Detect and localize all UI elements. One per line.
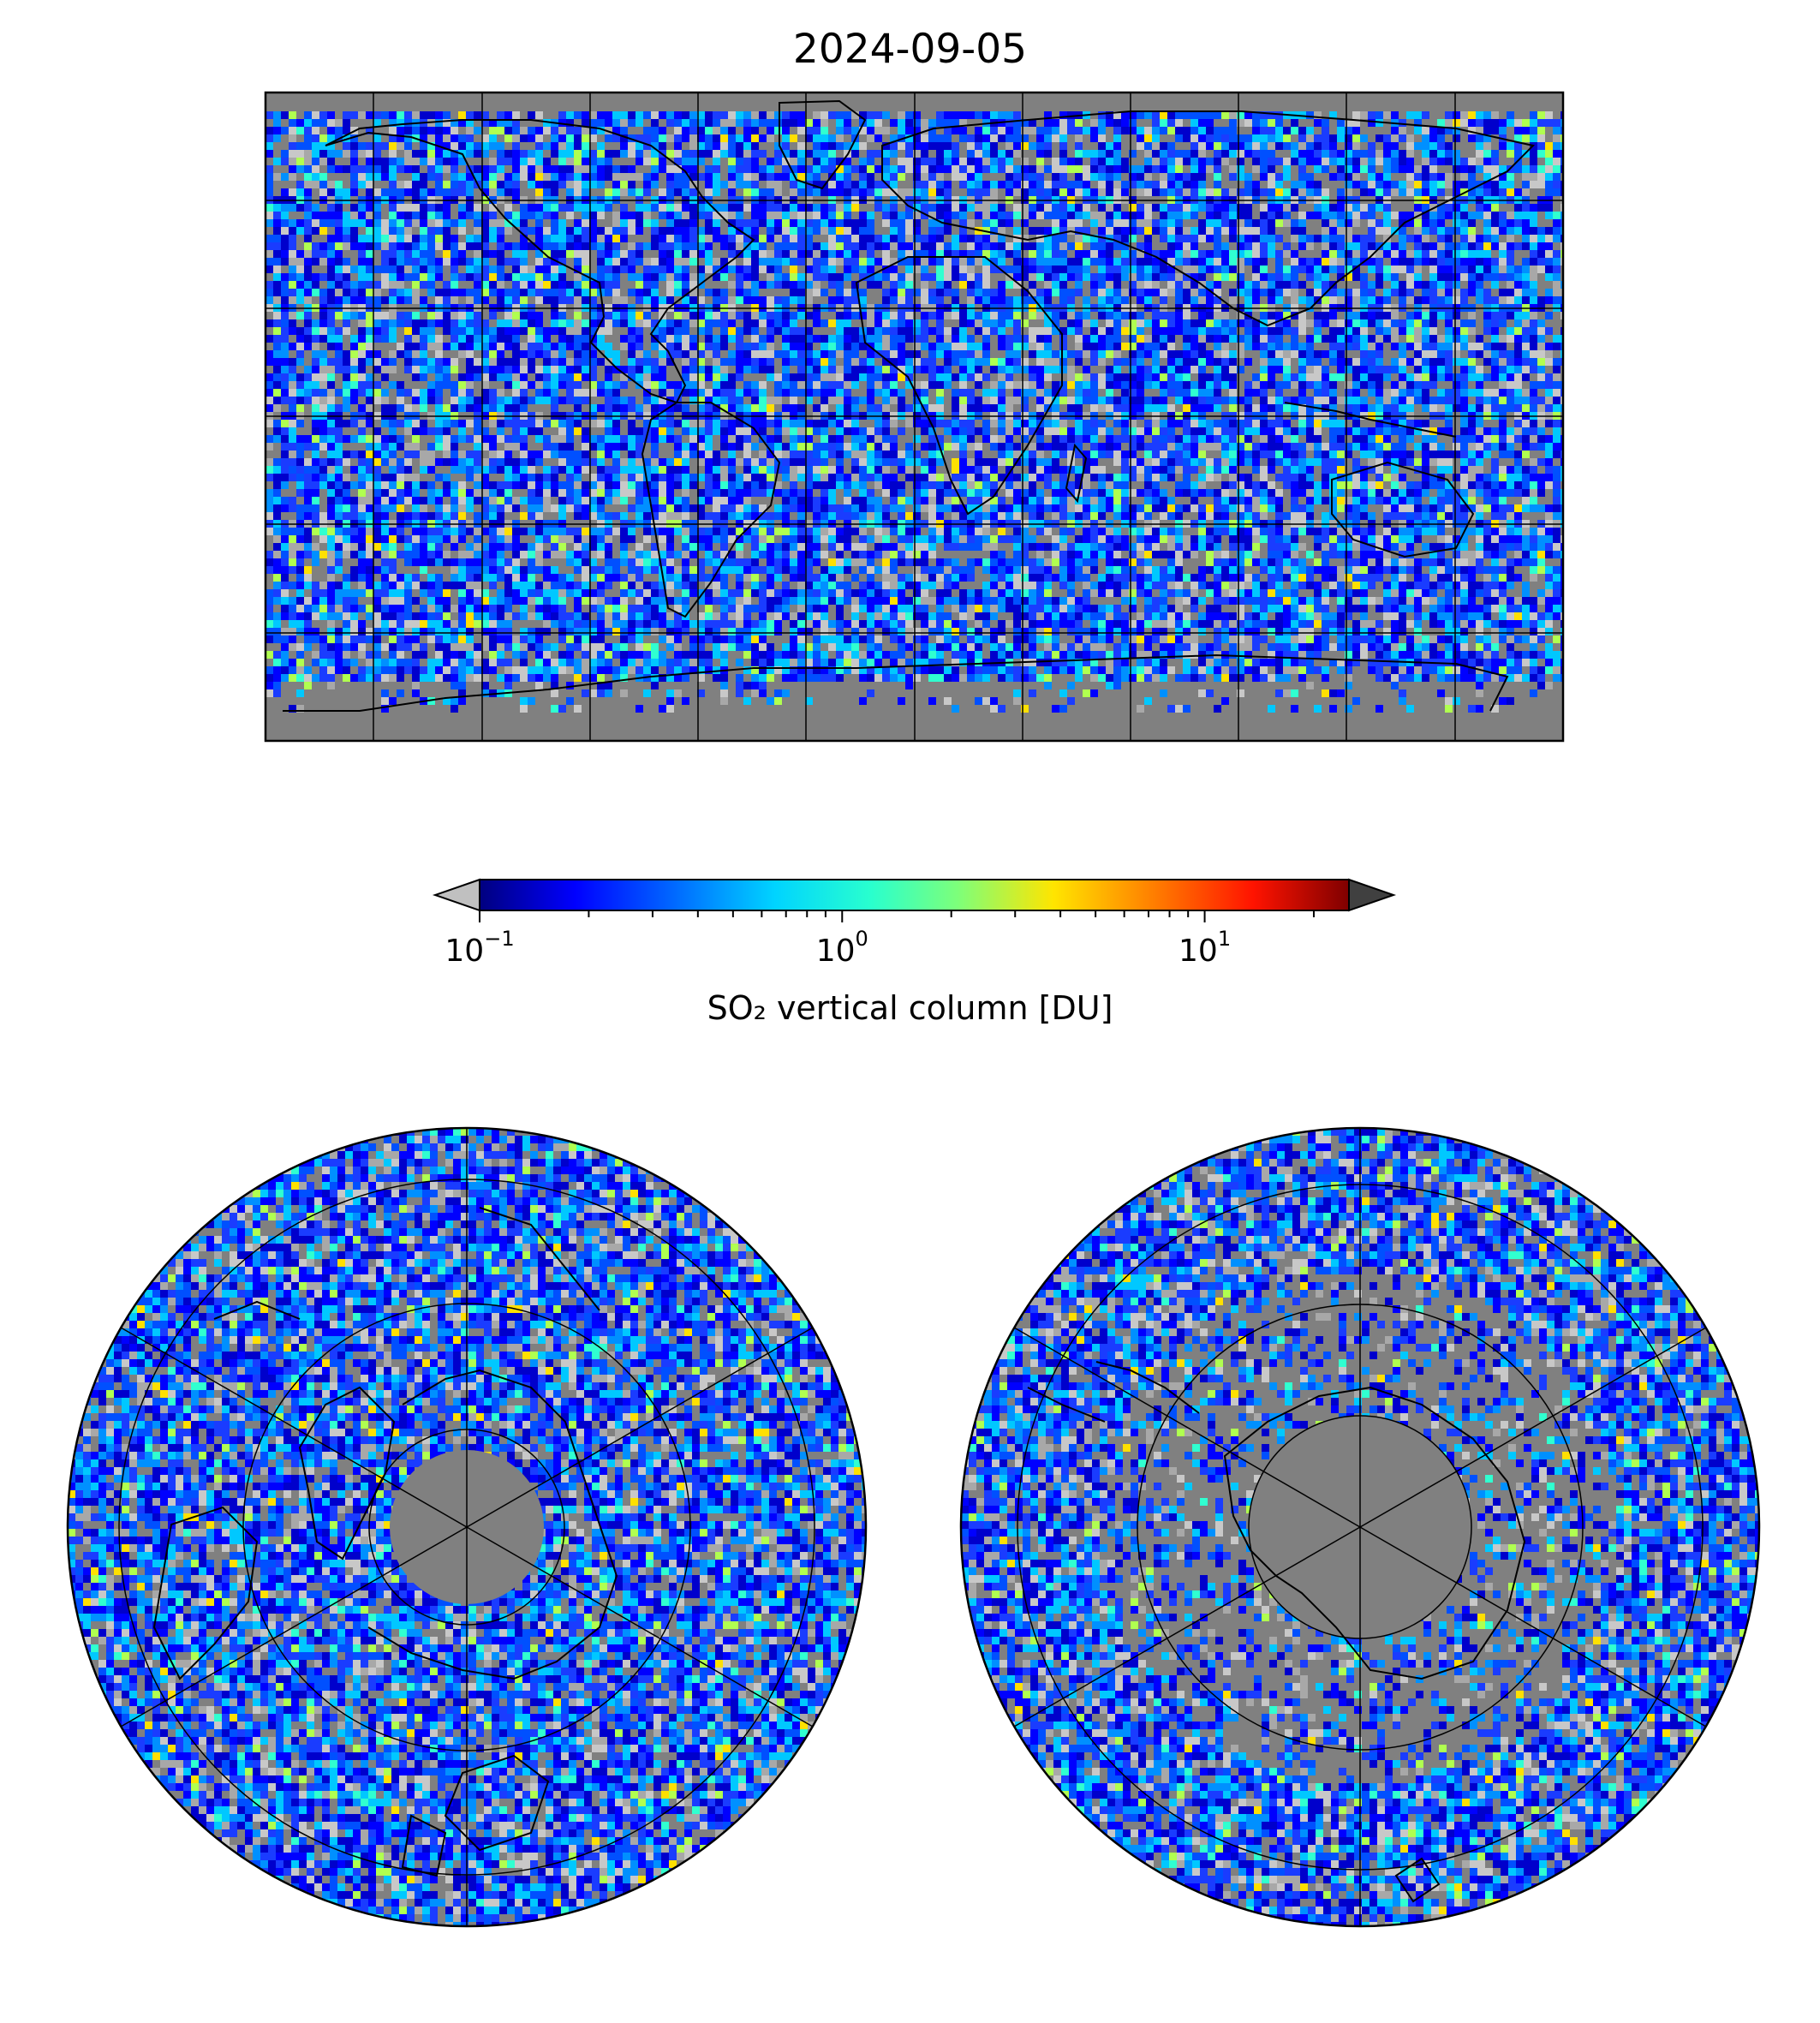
- colorbar-gradient: [480, 880, 1349, 910]
- north-map-coastlines: [152, 1207, 618, 1877]
- south-map-gridlines: [1013, 1128, 1707, 1926]
- north-map-data-layer: [68, 1128, 866, 1926]
- colorbar-tick-label: 101: [1179, 928, 1231, 969]
- south-map-frame: [959, 1126, 1761, 1928]
- south-polar-map: [959, 1126, 1761, 1928]
- colorbar-under-extension: [432, 878, 480, 912]
- colorbar-label: SO₂ vertical column [DU]: [0, 989, 1820, 1027]
- north-map-frame: [66, 1126, 868, 1928]
- tick-exponent: −1: [484, 927, 514, 951]
- tick-exponent: 0: [856, 927, 868, 951]
- north-polar-map: [66, 1126, 868, 1928]
- tick-exponent: 1: [1218, 927, 1231, 951]
- global-map-gridlines: [266, 92, 1563, 741]
- colorbar-tick-label: 100: [816, 928, 868, 969]
- figure-title: 2024-09-05: [0, 26, 1820, 73]
- tick-base: 10: [445, 934, 484, 969]
- colorbar-over-extension: [1348, 878, 1397, 912]
- tick-base: 10: [816, 934, 856, 969]
- north-map-gridlines: [118, 1128, 815, 1926]
- colorbar-tick-label: 10−1: [445, 928, 514, 969]
- tick-base: 10: [1179, 934, 1218, 969]
- colorbar-ticks: [479, 910, 1315, 922]
- global-map: [264, 91, 1565, 743]
- global-map-frame: [264, 91, 1565, 743]
- colorbar-frame: [479, 879, 1350, 911]
- south-map-coastlines: [1027, 1361, 1526, 1903]
- global-map-data-layer: [266, 111, 1563, 713]
- colorbar: [432, 878, 1397, 922]
